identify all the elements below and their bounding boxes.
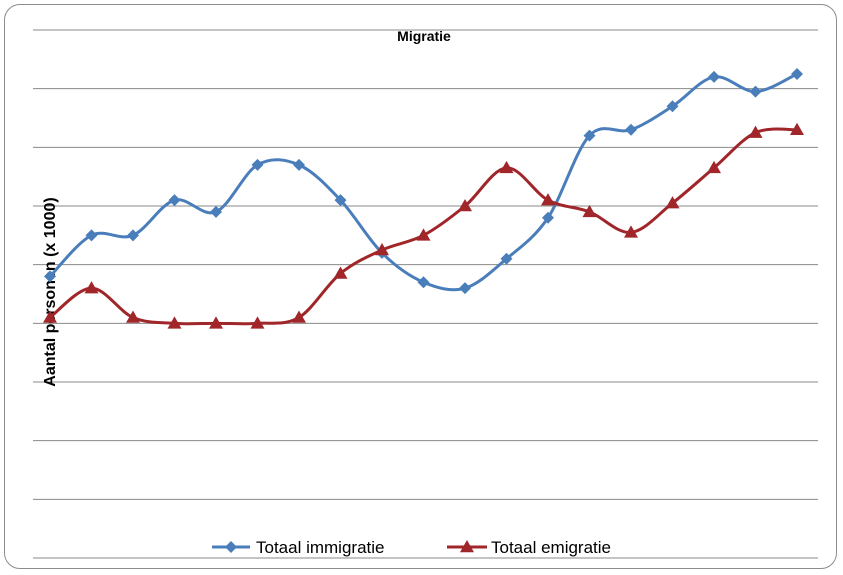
data-point-immigratie: [459, 282, 471, 295]
data-point-emigratie: [416, 228, 431, 241]
data-point-emigratie: [458, 199, 472, 212]
data-point-emigratie: [126, 310, 140, 323]
data-point-emigratie: [84, 281, 99, 294]
chart-title: Migratie: [397, 28, 451, 44]
data-point-immigratie: [583, 129, 596, 142]
data-point-immigratie: [417, 276, 430, 289]
data-point-emigratie: [541, 193, 555, 206]
data-point-immigratie: [251, 158, 264, 171]
data-point-emigratie: [167, 316, 182, 329]
data-point-emigratie: [250, 316, 265, 329]
data-point-emigratie: [790, 122, 804, 135]
legend-marker-immigratie: [225, 541, 237, 553]
data-point-emigratie: [43, 310, 57, 323]
y-axis-label: Aantal personen (x 1000): [42, 197, 59, 386]
data-point-emigratie: [209, 316, 223, 329]
data-point-immigratie: [334, 194, 347, 207]
legend-marker-emigratie: [460, 540, 474, 553]
data-point-immigratie: [791, 68, 803, 80]
data-point-immigratie: [127, 229, 139, 242]
legend-label-immigratie: Totaal immigratie: [256, 538, 385, 557]
data-point-emigratie: [582, 204, 597, 218]
legend-item-emigratie: Totaal emigratie: [447, 538, 611, 557]
data-point-immigratie: [168, 194, 181, 207]
data-point-emigratie: [375, 243, 389, 256]
legend: Totaal immigratie Totaal emigratie: [212, 538, 611, 557]
series-line-immigratie: [48, 72, 798, 292]
data-point-immigratie: [85, 229, 98, 242]
series-line-emigratie: [49, 127, 798, 326]
data-point-emigratie: [292, 310, 306, 323]
data-point-immigratie: [542, 211, 554, 224]
chart-frame: [4, 4, 837, 569]
data-point-emigratie: [624, 225, 638, 238]
data-point-immigratie: [44, 270, 56, 283]
data-point-emigratie: [333, 266, 348, 279]
legend-label-emigratie: Totaal emigratie: [491, 538, 611, 557]
grid-lines: [33, 29, 818, 559]
data-point-emigratie: [748, 125, 763, 138]
data-point-emigratie: [499, 160, 514, 174]
legend-item-immigratie: Totaal immigratie: [212, 538, 385, 557]
data-point-emigratie: [665, 196, 680, 209]
data-point-emigratie: [707, 160, 721, 174]
data-point-immigratie: [749, 85, 762, 98]
data-point-immigratie: [210, 205, 222, 218]
data-point-immigratie: [500, 252, 513, 265]
data-point-immigratie: [708, 70, 720, 83]
data-point-immigratie: [293, 158, 305, 171]
series-layer: [43, 68, 804, 329]
data-point-immigratie: [666, 100, 679, 113]
data-point-immigratie: [625, 123, 637, 136]
